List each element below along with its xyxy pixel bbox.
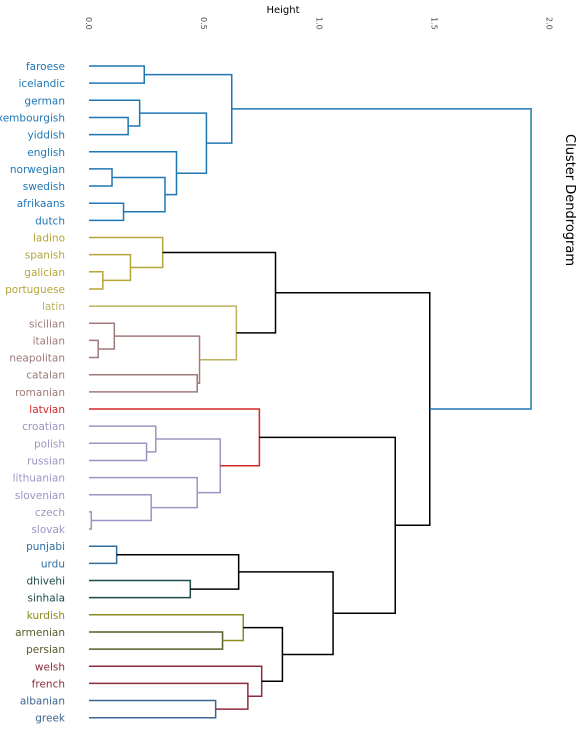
leaf-label: spanish [25, 250, 65, 262]
dendrogram-branches [89, 65, 532, 719]
leaf-label: armenian [15, 627, 65, 639]
dendrogram-branch [139, 112, 208, 174]
dendrogram-branch [89, 253, 132, 282]
axis-tick-label: 1.0 [314, 17, 323, 30]
dendrogram-branch [89, 579, 192, 599]
dendrogram-branch [89, 614, 245, 642]
dendrogram-branch [275, 291, 431, 527]
leaf-label: portuguese [5, 284, 65, 296]
dendrogram-branch [89, 699, 217, 719]
leaf-label: dutch [35, 215, 65, 227]
dendrogram-branch [259, 436, 396, 614]
dendrogram-branch [162, 251, 277, 334]
dendrogram-branch [89, 545, 118, 565]
leaf-label: latvian [29, 404, 65, 416]
axis-tick-label: 0.5 [199, 17, 208, 30]
dendrogram-branch [89, 408, 261, 467]
axis-tick-label: 0.0 [84, 17, 93, 30]
leaf-label: russian [27, 455, 65, 467]
dendrogram-branch [89, 99, 141, 127]
dendrogram-branch [155, 438, 221, 494]
dendrogram-branch [89, 373, 198, 393]
leaf-label: ladino [33, 233, 65, 245]
axis-tick-label: 2.0 [545, 17, 554, 30]
dendrogram-branch [89, 494, 152, 522]
dendrogram-branch [112, 176, 166, 213]
leaf-label: welsh [35, 661, 65, 673]
dendrogram-branch [116, 554, 240, 590]
dendrogram-branch [144, 73, 233, 144]
dendrogram-branch [89, 65, 146, 84]
leaf-label: croatian [22, 421, 65, 433]
axis-tick-label: 1.5 [429, 17, 438, 30]
leaf-label: slovenian [15, 490, 65, 502]
leaf-label: czech [35, 507, 65, 519]
leaf-label: english [27, 147, 65, 159]
dendrogram-branch [89, 271, 104, 290]
dendrogram-branch [89, 339, 99, 359]
leaf-label: norwegian [10, 164, 65, 176]
dendrogram-branch [89, 202, 125, 222]
leaf-label: italian [33, 335, 65, 347]
leaf-label: catalan [26, 370, 65, 382]
leaf-label: greek [35, 713, 66, 725]
dendrogram-branch [89, 305, 238, 361]
axis-title: Height [266, 5, 299, 16]
leaf-label: punjabi [26, 541, 65, 553]
leaf-label: sicilian [29, 318, 65, 330]
dendrogram-branch [243, 626, 284, 683]
dendrogram-branch [89, 322, 116, 350]
dendrogram-branch [89, 116, 129, 136]
leaf-label: neapolitan [9, 353, 65, 365]
dendrogram-branch [238, 571, 334, 656]
dendrogram-branch [89, 476, 198, 509]
dendrogram-branch [89, 425, 157, 453]
leaf-label: dhivehi [27, 576, 65, 588]
leaf-label: galician [24, 267, 65, 279]
axis-ticks: 0.0 0.5 1.0 1.5 2.0 [84, 17, 554, 30]
leaf-label: kurdish [27, 610, 65, 622]
leaf-label: yiddish [27, 130, 65, 142]
leaf-label: german [24, 95, 65, 107]
leaf-label: urdu [41, 558, 65, 570]
dendrogram-branch [89, 442, 148, 462]
dendrogram-branch [89, 236, 164, 269]
dendrogram-branch [89, 151, 178, 196]
leaf-label: afrikaans [17, 198, 65, 210]
dendrogram-branch [231, 108, 532, 410]
dendrogram-branch [89, 511, 93, 530]
dendrogram-branch [114, 335, 201, 385]
leaf-label: albanian [20, 696, 65, 708]
leaf-label: persian [26, 644, 65, 656]
chart-title: Cluster Dendrogram [562, 134, 577, 266]
dendrogram-branch [89, 168, 113, 187]
leaf-label: polish [34, 438, 65, 450]
leaf-label: romanian [15, 387, 65, 399]
leaf-label: luxembourgish [0, 112, 65, 124]
leaf-label: french [32, 678, 65, 690]
leaf-label: icelandic [18, 78, 65, 90]
leaf-label: faroese [26, 61, 65, 73]
dendrogram-branch [89, 682, 249, 710]
leaf-label: swedish [23, 181, 65, 193]
leaf-label: lithuanian [13, 473, 65, 485]
dendrogram-branch [89, 665, 263, 698]
dendrogram-branch [89, 631, 224, 650]
leaf-labels: faroese icelandic german luxembourgish yiddi… [0, 61, 66, 725]
leaf-label: slovak [31, 524, 65, 536]
leaf-label: latin [42, 301, 65, 313]
leaf-label: sinhala [28, 593, 65, 605]
